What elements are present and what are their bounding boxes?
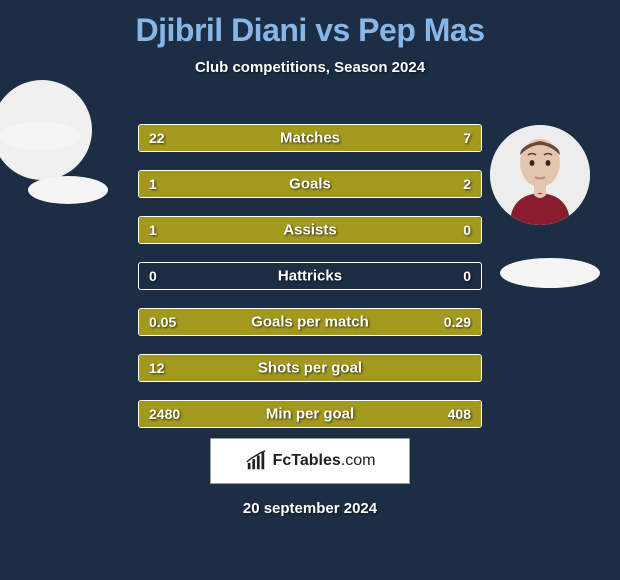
stat-bar-right-fill — [433, 401, 481, 427]
player-left-flag-1 — [0, 122, 80, 150]
stat-bar-right-fill — [190, 309, 481, 335]
logo-domain: .com — [341, 452, 376, 469]
stat-row: 227Matches — [138, 124, 482, 152]
chart-icon — [245, 450, 267, 472]
stat-bar-left-fill — [139, 309, 190, 335]
player-right-flag — [500, 258, 600, 288]
stat-value-right: 0 — [463, 268, 471, 284]
stat-row: 10Assists — [138, 216, 482, 244]
stat-bar-right-fill — [252, 171, 481, 197]
stat-row: 0 0Hattricks — [138, 262, 482, 290]
logo-name: FcTables — [273, 452, 341, 469]
player-left-flag-2 — [28, 176, 108, 204]
stat-row: 12Shots per goal — [138, 354, 482, 382]
player-right-avatar — [490, 125, 590, 225]
stat-bar-left-fill — [139, 125, 399, 151]
stat-bar-right-fill — [399, 125, 481, 151]
logo-text: FcTables.com — [273, 452, 376, 470]
stat-value-left: 0 — [149, 268, 157, 284]
stats-container: 227Matches 12Goals 10Assists 0 0Hattricks 0.0… — [138, 124, 482, 446]
avatar-icon — [490, 125, 590, 225]
stat-label: Hattricks — [139, 268, 481, 285]
stat-bar-left-fill — [139, 171, 252, 197]
fctables-logo: FcTables.com — [210, 438, 410, 484]
stat-row: 12Goals — [138, 170, 482, 198]
subtitle: Club competitions, Season 2024 — [0, 59, 620, 76]
stat-row: 0.050.29Goals per match — [138, 308, 482, 336]
stat-row: 2480408Min per goal — [138, 400, 482, 428]
stat-bar-left-fill — [139, 355, 481, 381]
page-title: Djibril Diani vs Pep Mas — [0, 0, 620, 49]
stat-bar-left-fill — [139, 401, 481, 427]
stat-bar-left-fill — [139, 217, 481, 243]
date-text: 20 september 2024 — [0, 500, 620, 517]
